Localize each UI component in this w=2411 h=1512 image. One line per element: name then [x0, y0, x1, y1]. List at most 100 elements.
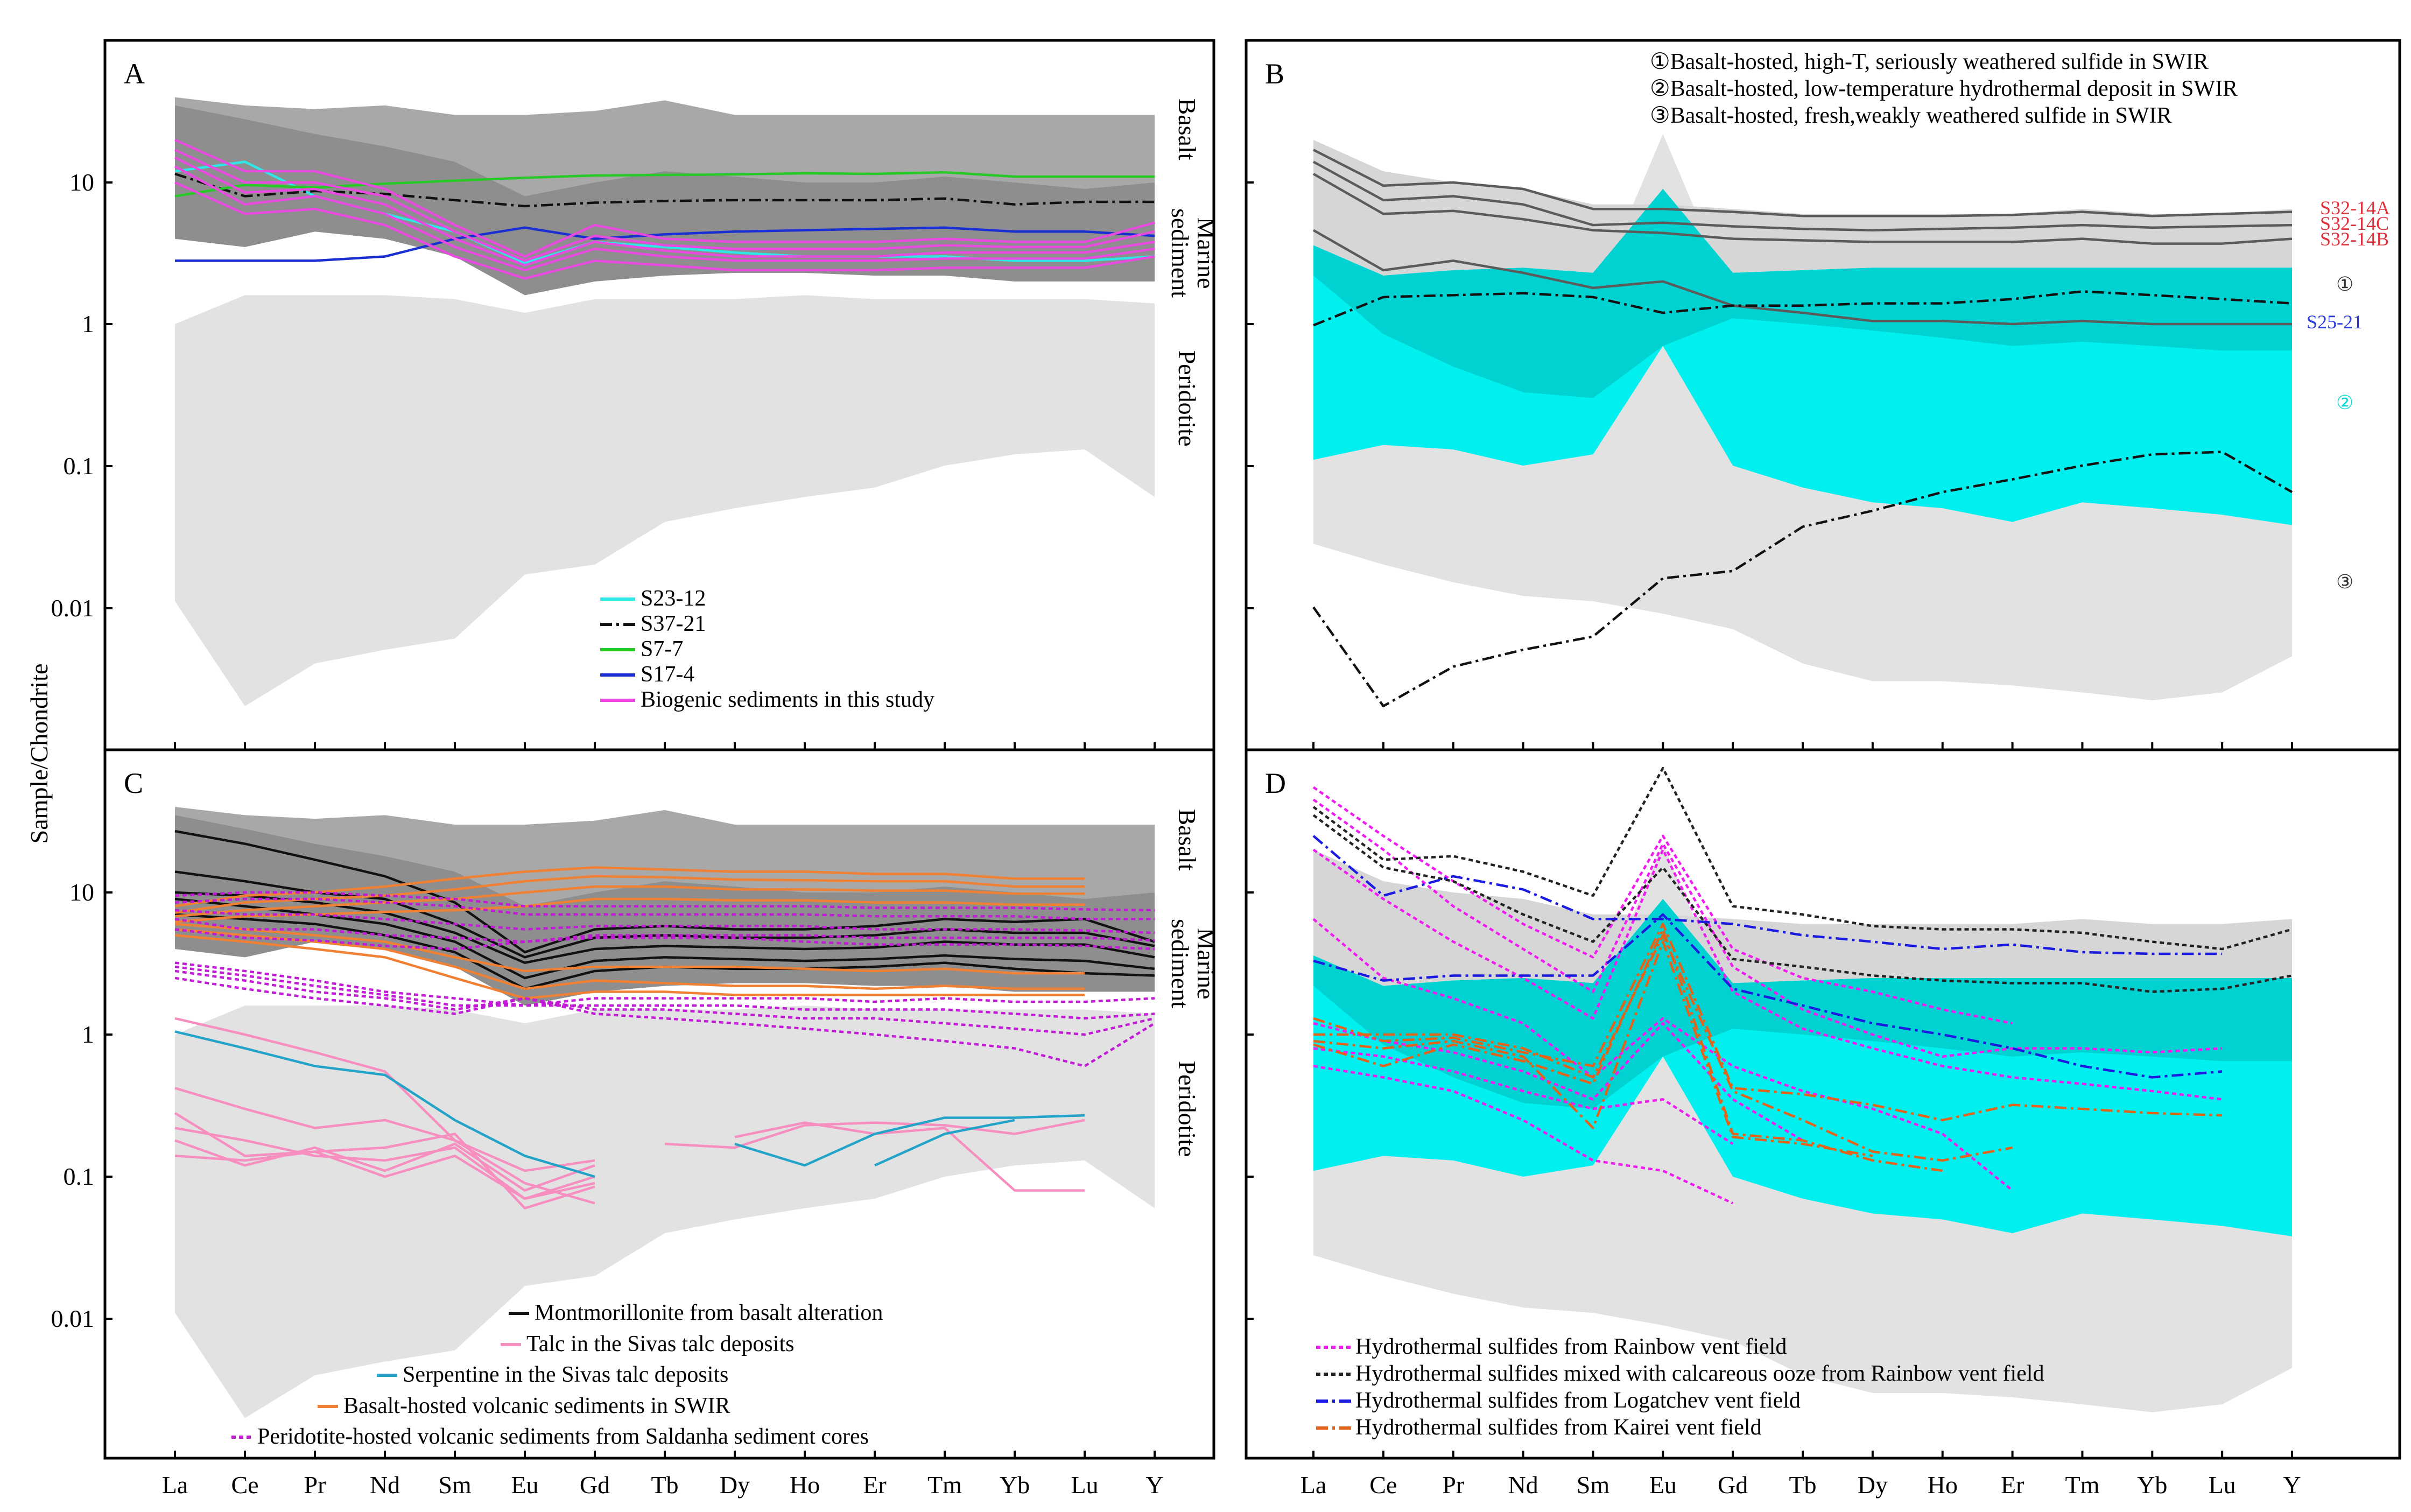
series-line-line-29-0: [174, 965, 1155, 1020]
series-line-s17-4-0: [175, 226, 1155, 262]
field-label-line: sediment: [1166, 919, 1194, 1008]
x-tick-label-ho: Ho: [1928, 1471, 1958, 1499]
series-line-line-24-0: [174, 897, 1155, 920]
series-line-line-8-0: [1312, 814, 2293, 993]
panel-c-plot-area: [174, 807, 1156, 1418]
legend-label-basalt-hosted-volcanic-sediments-in-swir: Basalt-hosted volcanic sediments in SWIR: [343, 1394, 730, 1418]
series-annotation-s32-14b: S32-14B: [2320, 228, 2389, 250]
legend-label-hydrothermal-sulfides-from-logatchev-vent-field: Hydrothermal sulfides from Logatchev ven…: [1355, 1388, 1801, 1413]
series-line-line-26-0: [174, 918, 1155, 943]
legend-label-basalt-hosted-high-t-seriously-weathered-sulfide-in-swir: ①Basalt-hosted, high-T, seriously weathe…: [1650, 50, 2209, 74]
x-tick-label-gd: Gd: [1718, 1471, 1748, 1499]
series-line-peridotite-hosted-volcanic-sediments-from-saldanha-sediment-cores-0: [174, 891, 1155, 912]
field-label-line: Marine: [1192, 217, 1220, 289]
x-tick-label-sm: Sm: [1577, 1471, 1610, 1499]
series-line-line-27-0: [174, 928, 1155, 951]
x-tick-label-tm: Tm: [2065, 1471, 2099, 1499]
series-line-line-19-0: [734, 1121, 1085, 1192]
legend-label-montmorillonite-from-basalt-alteration: Montmorillonite from basalt alteration: [535, 1300, 883, 1325]
series-line-line-25-0: [174, 909, 1155, 934]
series-line-talc-in-the-sivas-talc-deposits-0: [174, 1017, 595, 1172]
series-annotation-s32-14c: S32-14C: [2320, 213, 2389, 234]
series-line-line-18-0: [664, 1119, 1085, 1149]
panel-a: A 10 1 0.1 0.01 Basalt Marinesediment Peridotit…: [51, 39, 1220, 751]
legend-label-hydrothermal-sulfides-from-kairei-vent-field: Hydrothermal sulfides from Kairei vent f…: [1355, 1415, 1762, 1440]
x-tick-label-dy: Dy: [1858, 1471, 1888, 1499]
series-annotation-item: ③: [2336, 571, 2353, 593]
panel-d: D La Ce Pr Nd Sm Eu Gd Tb Dy Ho Er Tm Yb Lu Y Hydrotherm…: [1245, 748, 2401, 1499]
series-line-line-4-0: [1313, 1022, 1804, 1142]
series-line-hydrothermal-sulfides-from-rainbow-vent-field-0: [1312, 786, 2013, 1025]
series-line-line-17-0: [174, 1150, 595, 1200]
series-line-line-7-0: [174, 885, 1085, 918]
panel-d-letter: D: [1265, 767, 1286, 799]
series-line-line-5-0: [1312, 451, 2293, 708]
series-line-hydrothermal-sulfides-mixed-with-calcareous-ooze-from-rainbow-vent-field-0: [1312, 766, 2293, 951]
field-label-basalt: Basalt: [1173, 809, 1201, 871]
x-tick-label-y: Y: [2283, 1471, 2301, 1499]
series-line-line-1-0: [1312, 798, 2223, 1058]
series-line-line-22-0: [874, 1119, 1015, 1167]
field-peridotite: [175, 295, 1155, 706]
x-tick-label-pr: Pr: [1442, 1471, 1464, 1499]
y-tick-label: 0.01: [51, 1305, 95, 1332]
x-tick-label-sm: Sm: [438, 1471, 472, 1499]
legend-label-talc-in-the-sivas-talc-deposits: Talc in the Sivas talc deposits: [526, 1332, 794, 1356]
y-tick-label: 10: [69, 168, 94, 196]
series-line-s32-14c-0: [1312, 160, 2293, 231]
x-tick-label-tb: Tb: [651, 1471, 678, 1499]
series-line-line-13-0: [174, 1087, 595, 1205]
x-tick-label-la: La: [162, 1471, 188, 1499]
series-line-line-2-0: [1312, 848, 2223, 1101]
series-line-hydrothermal-sulfides-from-kairei-vent-field-0: [1313, 923, 2223, 1122]
x-tick-label-ho: Ho: [790, 1471, 820, 1499]
series-line-line-3-0: [1312, 229, 2292, 326]
series-line-s25-21-0: [1313, 290, 2293, 327]
legend-label-s23-12: S23-12: [641, 586, 706, 611]
y-tick-label: 1: [82, 1021, 94, 1048]
x-tick-label-tb: Tb: [1789, 1471, 1816, 1499]
field-label-peridotite: Peridotite: [1173, 1061, 1201, 1157]
legend-label-basalt-hosted-low-temperature-hydrothermal-deposit-in-swir: ②Basalt-hosted, low-temperature hydrothe…: [1650, 76, 2238, 101]
x-tick-label-pr: Pr: [304, 1471, 326, 1499]
series-annotation-item: ②: [2336, 392, 2353, 413]
series-line-s32-14b-0: [1312, 173, 2293, 245]
legend-label-s37-21: S37-21: [641, 611, 706, 636]
x-tick-label-er: Er: [863, 1471, 886, 1499]
series-line-line-28-0: [174, 961, 1155, 1007]
series-line-line-11-0: [174, 934, 1085, 1000]
series-line-line-3-0: [174, 897, 1155, 980]
series-line-line-8-0: [174, 181, 1155, 280]
series-line-line-13-0: [1313, 928, 1943, 1172]
y-axis-label: Sample/Chondrite: [25, 664, 53, 844]
panel-d-frame: [1245, 748, 2401, 1460]
x-tick-label-ce: Ce: [231, 1471, 258, 1499]
series-line-line-10-0: [1313, 913, 2223, 1079]
y-tick-label: 10: [69, 878, 94, 906]
panel-d-plot-area: [1312, 766, 2293, 1412]
y-tick-label: 0.1: [64, 452, 95, 480]
series-line-line-5-0: [1313, 1065, 1734, 1205]
field-overlap: [1313, 899, 2292, 1109]
field-label-marine-sediment: Marinesediment: [1166, 919, 1220, 1008]
x-tick-label-dy: Dy: [720, 1471, 750, 1499]
x-tick-label-er: Er: [2001, 1471, 2024, 1499]
panel-b-plot-area: [1312, 133, 2293, 708]
legend-label-peridotite-hosted-volcanic-sediments-from-saldanha-sediment-cores: Peridotite-hosted volcanic sediments fro…: [257, 1424, 869, 1449]
legend-label-basalt-hosted-fresh-weakly-weathered-sulfide-in-swir: ③Basalt-hosted, fresh,weakly weathered s…: [1650, 103, 2172, 128]
series-line-biogenic-sediments-in-this-study-0: [174, 138, 1155, 258]
x-tick-label-eu: Eu: [1649, 1471, 1677, 1499]
legend-label-s17-4: S17-4: [641, 662, 694, 687]
field-label-line: Marine: [1192, 928, 1220, 1000]
series-line-line-14-0: [1313, 940, 1873, 1157]
panel-a-letter: A: [124, 58, 145, 90]
series-line-serpentine-in-the-sivas-talc-deposits-0: [174, 1030, 595, 1178]
legend-label-hydrothermal-sulfides-from-rainbow-vent-field: Hydrothermal sulfides from Rainbow vent …: [1355, 1334, 1787, 1359]
x-tick-label-eu: Eu: [511, 1471, 538, 1499]
x-tick-label-yb: Yb: [1000, 1471, 1030, 1499]
series-line-line-30-0: [174, 969, 1155, 1036]
x-tick-label-y: Y: [1145, 1471, 1163, 1499]
y-tick-label: 0.1: [64, 1163, 95, 1190]
